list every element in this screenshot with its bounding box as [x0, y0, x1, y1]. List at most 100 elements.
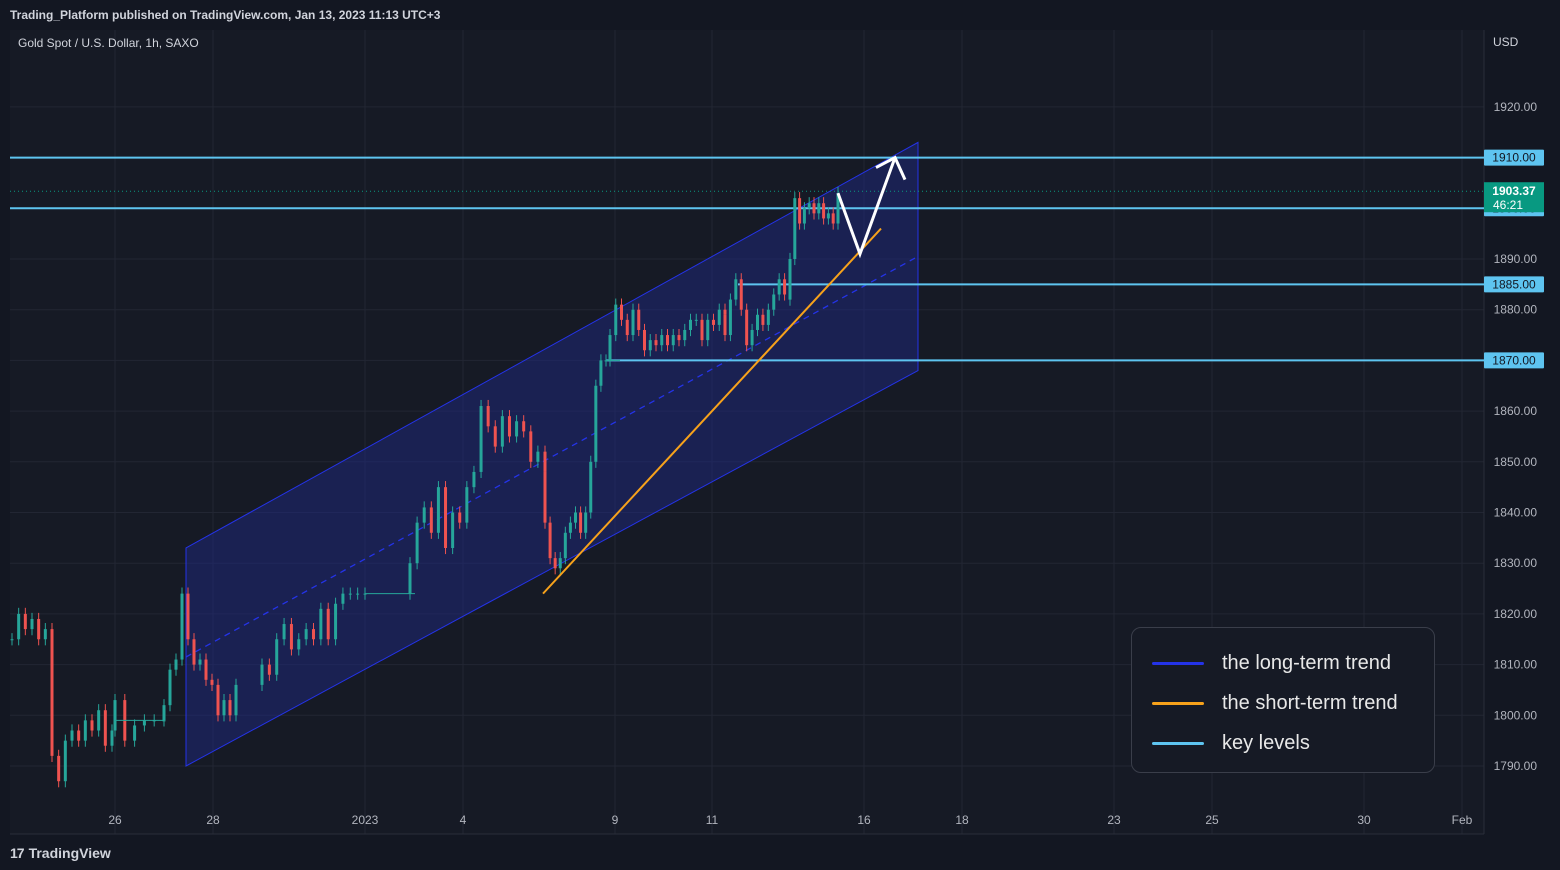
candle-body: [204, 659, 208, 680]
candle-body: [563, 532, 567, 559]
candle-body: [37, 618, 41, 640]
candle-body: [429, 507, 433, 533]
candle-body: [57, 755, 61, 782]
y-tick-label: 1880.00: [1494, 303, 1538, 317]
candle-body: [90, 720, 94, 731]
x-tick-label: 16: [857, 813, 871, 827]
candle-body: [304, 629, 308, 640]
candle-body: [807, 203, 811, 209]
candle-body: [717, 309, 721, 325]
candle-body: [10, 639, 14, 641]
projection-arrow-head: [875, 155, 907, 181]
candle-body: [648, 340, 652, 351]
candle-body: [465, 487, 469, 523]
candle-body: [50, 629, 54, 756]
candle-body: [341, 593, 345, 604]
candle-body: [608, 335, 612, 361]
candle-body: [817, 203, 821, 214]
top-bar: Trading_Platform published on TradingVie…: [0, 0, 1560, 30]
candle-body: [666, 335, 669, 346]
symbol-title[interactable]: Gold Spot / U.S. Dollar, 1h, SAXO: [18, 36, 199, 50]
y-tick-label: 1810.00: [1494, 658, 1538, 672]
candle-body: [23, 613, 27, 630]
current-price-tag: [1484, 182, 1544, 213]
candle-body: [83, 720, 87, 741]
x-tick-label: 11: [706, 813, 719, 827]
candle-body: [458, 512, 462, 523]
candle-body: [793, 198, 797, 259]
current-price-label: 1903.37: [1492, 184, 1536, 198]
candle-body: [589, 461, 593, 513]
candle-body: [319, 608, 323, 640]
candle-body: [63, 740, 67, 782]
y-tick-label: 1920.00: [1494, 100, 1538, 114]
candle-body: [326, 608, 330, 640]
candle-body: [17, 613, 21, 640]
candle-body: [180, 593, 184, 660]
candle-body: [723, 314, 727, 336]
countdown-label: 46:21: [1493, 198, 1523, 212]
legend-item-short-term: the short-term trend: [1152, 692, 1398, 715]
y-tick-label: 1850.00: [1494, 455, 1538, 469]
candle-body: [70, 730, 74, 741]
candle-body: [761, 314, 765, 325]
y-tick-label: 1840.00: [1494, 506, 1538, 520]
candle-body: [275, 639, 279, 675]
candle-body: [192, 639, 196, 665]
tradingview-brand[interactable]: 17 TradingView: [10, 845, 111, 861]
candle-body: [802, 208, 806, 224]
x-tick-label: 2023: [352, 813, 379, 827]
y-tick-label: 1790.00: [1494, 759, 1538, 773]
legend-item-long-term: the long-term trend: [1152, 652, 1391, 675]
candle-body: [529, 431, 533, 462]
x-tick-label: 4: [460, 813, 467, 827]
candle-body: [643, 329, 646, 351]
candle-body: [30, 618, 34, 630]
legend-label-key-levels: key levels: [1222, 732, 1310, 754]
candle-body: [507, 416, 511, 437]
chart-legend: the long-term trend the short-term trend…: [1131, 627, 1435, 773]
candle-body: [594, 385, 598, 462]
candle-body: [700, 319, 704, 341]
candle-body: [553, 558, 557, 569]
y-tick-label: 1860.00: [1494, 404, 1538, 418]
candle-body: [210, 679, 214, 685]
bottom-bar: [0, 836, 1560, 870]
candle-body: [766, 309, 770, 325]
candle-body: [683, 329, 687, 341]
candle-body: [739, 279, 743, 310]
candle-body: [689, 319, 692, 330]
candle-body: [536, 451, 540, 462]
candle-body: [436, 487, 440, 533]
candle-body: [198, 659, 202, 665]
candle-body: [772, 294, 776, 310]
candle-body: [548, 522, 552, 559]
candle-body: [186, 593, 190, 640]
candle-body: [558, 558, 562, 569]
short-term-trendline: [542, 227, 882, 595]
legend-item-key-levels: key levels: [1152, 732, 1310, 755]
candle-body: [142, 720, 146, 726]
candle-body: [728, 299, 732, 336]
candle-body: [216, 684, 220, 716]
candle-body: [133, 725, 137, 741]
candle-body: [228, 700, 232, 716]
y-tick-label: 1800.00: [1494, 708, 1538, 722]
publish-info: Trading_Platform published on TradingVie…: [10, 8, 441, 22]
candle-body: [282, 624, 286, 640]
key-level-tag: [1484, 276, 1544, 293]
candle-body: [631, 309, 635, 336]
candle-body: [543, 451, 547, 472]
candle-body: [756, 314, 759, 330]
candle-body: [174, 659, 178, 670]
candle-body: [798, 198, 802, 224]
y-tick-label: 1890.00: [1494, 252, 1538, 266]
candle-body: [334, 603, 338, 640]
candle-body: [162, 705, 166, 721]
candle-body: [812, 203, 816, 214]
candle-body: [222, 700, 226, 716]
candle-body: [234, 684, 238, 716]
candle-body: [574, 512, 577, 523]
x-tick-label: 18: [955, 813, 969, 827]
